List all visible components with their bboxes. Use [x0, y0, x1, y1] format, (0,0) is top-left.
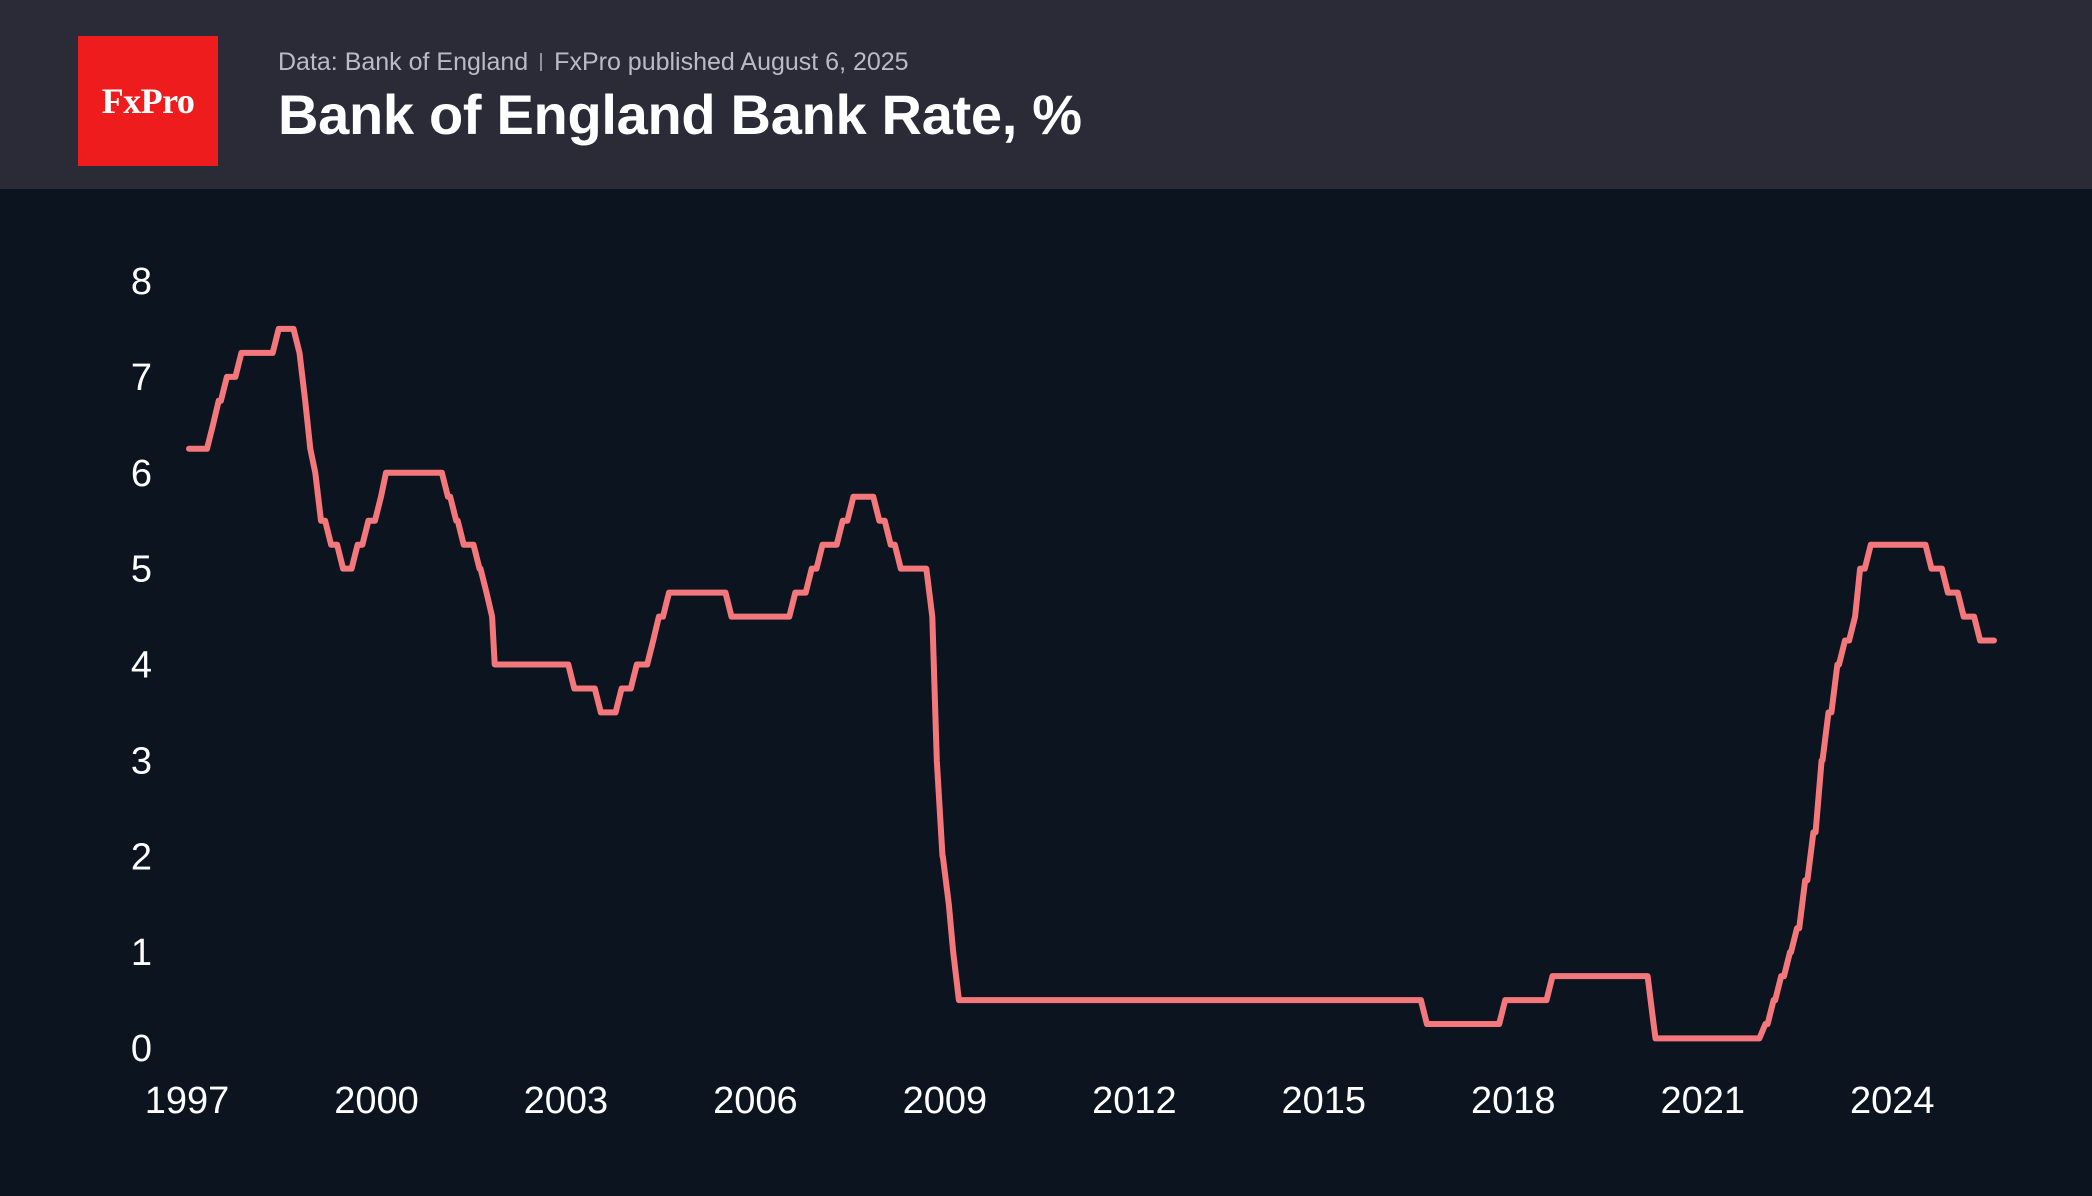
chart-title: Bank of England Bank Rate, % — [278, 83, 1082, 146]
y-axis: 0 1 2 3 4 5 6 7 8 — [131, 261, 152, 1070]
x-tick-label: 1997 — [145, 1080, 230, 1122]
x-tick-label: 2018 — [1471, 1080, 1556, 1122]
fxpro-logo: FxPro — [78, 36, 218, 166]
logo-text: FxPro — [101, 81, 195, 121]
x-tick-label: 2012 — [1092, 1080, 1177, 1122]
series-group — [186, 325, 1997, 1042]
x-tick-label: 2021 — [1660, 1080, 1745, 1122]
x-tick-label: 2000 — [334, 1080, 419, 1122]
y-tick-label: 6 — [131, 453, 152, 495]
line-chart: 0 1 2 3 4 5 6 7 8 1997 2000 2003 2006 2009 2012 2015 20… — [131, 261, 1997, 1122]
header-bar: FxPro Data: Bank of England FxPro publish… — [0, 0, 2092, 189]
y-tick-label: 1 — [131, 932, 152, 974]
y-tick-label: 2 — [131, 836, 152, 878]
y-tick-label: 8 — [131, 261, 152, 303]
y-tick-label: 3 — [131, 740, 152, 782]
y-tick-label: 4 — [131, 645, 152, 687]
y-tick-label: 5 — [131, 549, 152, 591]
series-line-bank-rate — [186, 325, 1997, 1042]
publisher-date: FxPro published August 6, 2025 — [554, 48, 909, 76]
x-tick-label: 2024 — [1850, 1080, 1935, 1122]
x-tick-label: 2006 — [713, 1080, 798, 1122]
y-tick-label: 7 — [131, 357, 152, 399]
data-source: Data: Bank of England — [278, 48, 529, 76]
x-tick-label: 2003 — [524, 1080, 609, 1122]
x-axis: 1997 2000 2003 2006 2009 2012 2015 2018 2021 2024 — [145, 1080, 1935, 1122]
chart-source-line: Data: Bank of England FxPro published Aug… — [278, 48, 909, 77]
separator — [540, 53, 543, 71]
x-tick-label: 2009 — [903, 1080, 988, 1122]
y-tick-label: 0 — [131, 1028, 152, 1070]
x-tick-label: 2015 — [1282, 1080, 1367, 1122]
